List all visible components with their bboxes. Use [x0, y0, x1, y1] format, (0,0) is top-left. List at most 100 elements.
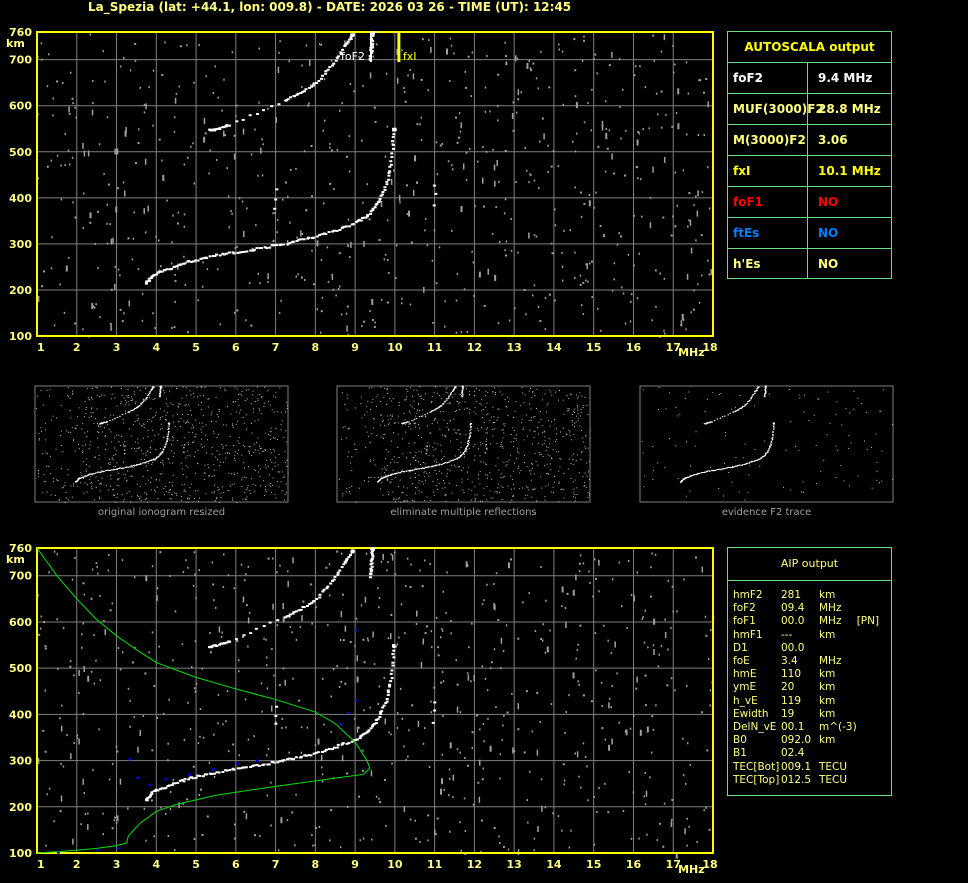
noise-dot	[548, 293, 551, 296]
thumbnail-noise	[462, 489, 464, 491]
thumbnail-noise	[90, 412, 92, 414]
noise-dot	[151, 565, 154, 568]
thumbnail-noise	[53, 481, 55, 483]
thumbnail-noise	[197, 490, 199, 492]
noise-dot	[276, 218, 279, 221]
thumbnail-noise	[179, 404, 181, 406]
noise-dot	[603, 624, 605, 627]
noise-dot	[579, 554, 582, 557]
trace-echo	[431, 721, 435, 724]
noise-dot	[674, 171, 676, 174]
noise-dot	[233, 134, 236, 137]
noise-dot	[337, 288, 340, 291]
thumbnail-noise	[355, 449, 357, 451]
noise-dot	[405, 585, 407, 588]
trace-echo	[125, 466, 128, 468]
trace-echo	[336, 55, 340, 58]
trace-echo	[252, 764, 256, 767]
thumbnail-noise	[147, 430, 149, 432]
trace-echo	[302, 238, 306, 241]
thumbnail-noise	[185, 395, 187, 397]
thumbnail-noise	[399, 479, 401, 481]
x-tick-label: 3	[113, 858, 121, 871]
thumbnail-noise	[167, 458, 169, 460]
thumbnail-noise	[372, 398, 374, 400]
aip-point	[255, 759, 259, 762]
trace-echo	[379, 712, 383, 715]
trace-echo	[452, 390, 454, 392]
thumbnail-noise	[783, 486, 785, 488]
thumbnail-noise	[234, 387, 236, 389]
thumbnail-noise	[387, 392, 389, 394]
thumbnail-noise	[497, 487, 499, 489]
thumbnail-noise	[404, 399, 406, 401]
thumbnail-noise	[392, 432, 394, 434]
thumbnail-noise	[480, 404, 482, 406]
noise-dot	[657, 113, 659, 116]
noise-dot	[465, 179, 468, 182]
thumbnail-noise	[390, 400, 392, 402]
thumbnail-noise	[453, 429, 455, 431]
thumbnail-noise	[233, 483, 235, 485]
thumbnail-noise	[174, 425, 176, 427]
trace-echo	[297, 609, 301, 612]
trace-echo	[379, 194, 383, 197]
thumbnail-noise	[195, 433, 197, 435]
noise-dot	[251, 247, 254, 250]
thumbnail-noise	[163, 494, 165, 496]
thumbnail-noise	[433, 419, 435, 421]
noise-dot	[533, 284, 536, 287]
thumbnail-noise	[125, 399, 127, 401]
noise-dot	[620, 235, 623, 238]
thumbnail-noise	[153, 489, 155, 491]
noise-dot	[524, 146, 527, 149]
thumbnail-noise	[447, 468, 449, 470]
trace-echo	[684, 478, 687, 480]
noise-dot	[582, 742, 585, 745]
thumbnail-noise	[143, 426, 145, 428]
noise-dot	[236, 104, 238, 107]
thumbnail-noise	[479, 402, 481, 404]
thumbnail-noise	[175, 492, 177, 494]
noise-dot	[350, 241, 352, 248]
thumbnail-noise	[815, 482, 817, 484]
thumbnail-noise	[114, 501, 116, 503]
noise-dot	[689, 764, 692, 767]
thumbnail-noise	[481, 398, 483, 400]
thumbnail-noise	[550, 457, 552, 459]
thumbnail-noise	[118, 485, 120, 487]
trace-echo	[455, 458, 458, 460]
thumbnail-noise	[573, 426, 575, 428]
thumbnail-noise	[580, 458, 582, 460]
thumbnail-noise	[545, 485, 547, 487]
trace-echo	[109, 420, 111, 422]
thumbnail-noise	[108, 428, 110, 430]
trace-echo	[469, 430, 471, 432]
thumbnail-noise	[237, 388, 239, 390]
thumbnail-noise	[734, 411, 736, 413]
noise-dot	[159, 551, 162, 554]
trace-echo	[380, 193, 384, 196]
thumbnail-noise	[478, 473, 480, 475]
noise-dot	[391, 142, 394, 145]
noise-dot	[561, 251, 563, 254]
x-tick-label: 14	[546, 341, 562, 354]
thumbnail-noise	[207, 439, 209, 441]
thumbnail-noise	[558, 481, 560, 483]
thumbnail-noise	[87, 397, 89, 399]
noise-dot	[226, 167, 228, 170]
thumbnail-noise	[197, 463, 199, 465]
noise-dot	[158, 138, 161, 141]
trace-echo	[370, 562, 374, 565]
noise-dot	[174, 97, 177, 104]
thumbnail-noise	[149, 446, 151, 448]
thumbnail-caption-evidence: evidence F2 trace	[721, 507, 812, 518]
aip-row: hmF1 --- km	[733, 629, 879, 642]
noise-dot	[483, 740, 485, 743]
trace-echo	[439, 463, 441, 465]
thumbnail-noise	[385, 458, 387, 460]
thumbnail-noise	[252, 408, 254, 410]
noise-dot	[349, 82, 352, 85]
thumbnail-noise	[224, 452, 226, 454]
trace-echo	[463, 452, 465, 454]
